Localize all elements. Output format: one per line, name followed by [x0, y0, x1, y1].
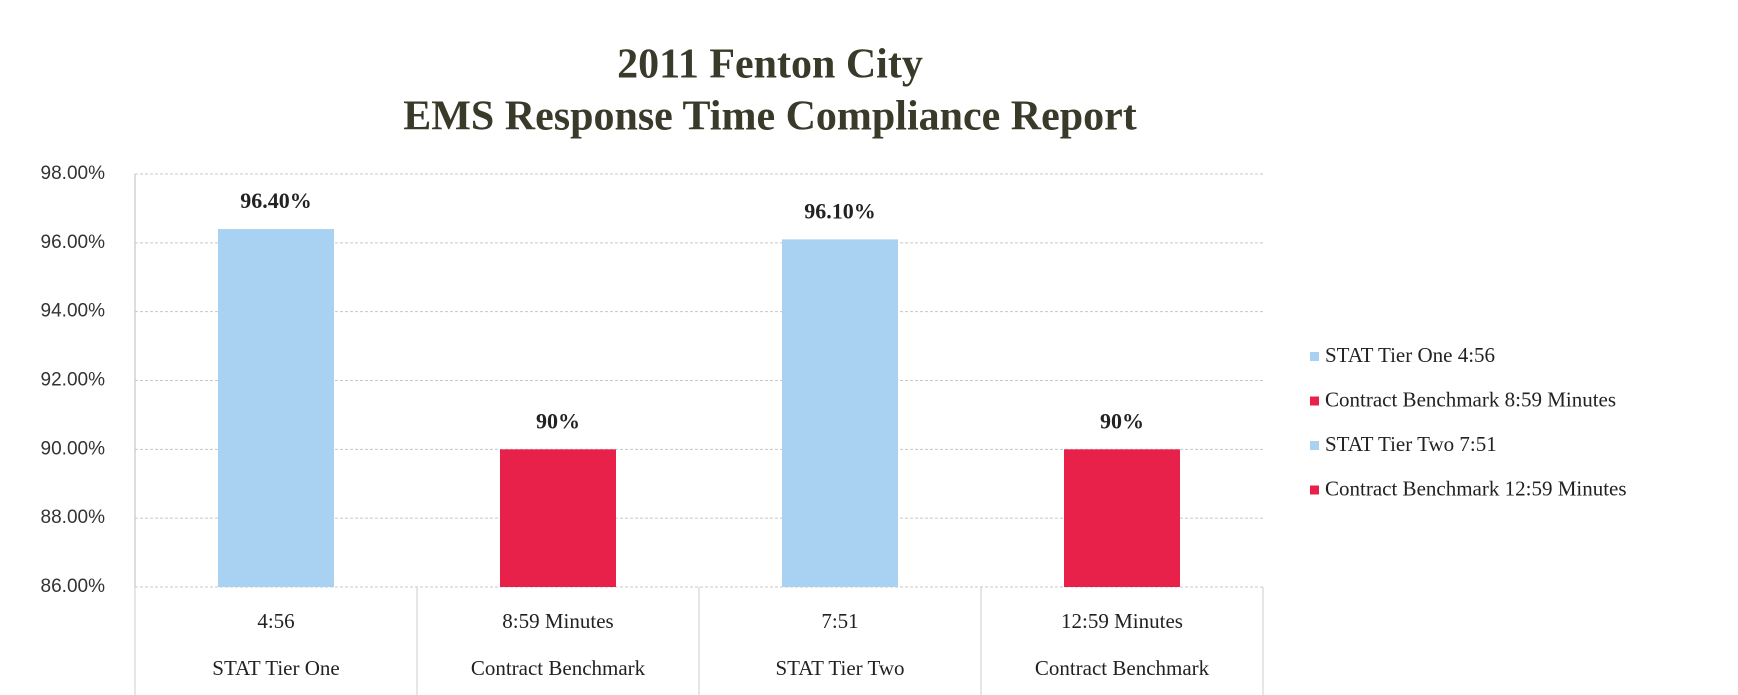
legend-swatch: [1310, 441, 1319, 450]
bar: [218, 229, 334, 588]
chart-title: EMS Response Time Compliance Report: [403, 94, 1136, 140]
legend-label: STAT Tier One 4:56: [1325, 343, 1495, 367]
bar: [1064, 449, 1180, 587]
y-tick-label: 88.00%: [41, 507, 106, 528]
x-tick-label: 12:59 Minutes: [1061, 609, 1183, 633]
y-tick-label: 98.00%: [41, 163, 106, 184]
x-tick-label: 7:51: [821, 609, 858, 633]
y-tick-label: 96.00%: [41, 232, 106, 253]
legend-label: Contract Benchmark 8:59 Minutes: [1325, 387, 1616, 411]
data-label: 96.40%: [240, 188, 312, 213]
x-group-label: STAT Tier Two: [775, 656, 904, 680]
x-group-label: Contract Benchmark: [471, 656, 646, 680]
y-tick-label: 90.00%: [41, 438, 106, 459]
data-label: 96.10%: [804, 198, 876, 223]
legend-swatch: [1310, 352, 1319, 361]
y-tick-label: 86.00%: [41, 576, 106, 597]
chart-title: 2011 Fenton City: [617, 42, 923, 88]
x-group-label: STAT Tier One: [212, 656, 339, 680]
legend-label: STAT Tier Two 7:51: [1325, 432, 1497, 456]
x-tick-label: 8:59 Minutes: [502, 609, 613, 633]
y-tick-label: 92.00%: [41, 370, 106, 391]
x-group-label: Contract Benchmark: [1035, 656, 1210, 680]
legend-label: Contract Benchmark 12:59 Minutes: [1325, 476, 1627, 500]
data-label: 90%: [1100, 408, 1144, 433]
bar: [500, 449, 616, 587]
legend-swatch: [1310, 485, 1319, 495]
y-tick-label: 94.00%: [41, 301, 106, 322]
x-tick-label: 4:56: [257, 609, 294, 633]
bar: [782, 239, 898, 587]
legend-swatch: [1310, 396, 1319, 406]
data-label: 90%: [536, 408, 580, 433]
